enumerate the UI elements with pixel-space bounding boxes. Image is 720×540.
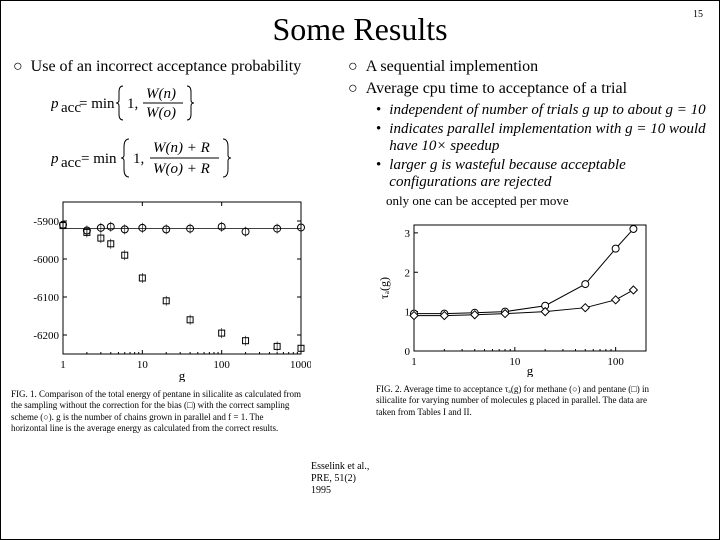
svg-text:-6100: -6100 bbox=[33, 292, 59, 304]
left-bullet-1: ○ Use of an incorrect acceptance probabi… bbox=[11, 58, 346, 76]
svg-text:acc: acc bbox=[61, 155, 81, 171]
svg-text:W(o) + R: W(o) + R bbox=[153, 161, 210, 177]
citation-line1: Esselink et al., bbox=[311, 461, 369, 473]
svg-text:1000: 1000 bbox=[290, 359, 311, 371]
formula-2: p acc = min 1, W(n) + R W(o) + R bbox=[51, 135, 346, 186]
chart-2: 0123110100gτₐ(g) bbox=[376, 217, 656, 377]
svg-text:-5900: -5900 bbox=[33, 216, 59, 228]
fig1-caption: FIG. 1. Comparison of the total energy o… bbox=[11, 389, 301, 434]
dot-marker: • bbox=[376, 121, 381, 138]
bullet-text: Use of an incorrect acceptance probabili… bbox=[31, 58, 302, 76]
svg-text:p: p bbox=[51, 151, 59, 167]
note-text: only one can be accepted per move bbox=[386, 193, 709, 209]
svg-text:1,: 1, bbox=[133, 151, 144, 167]
bullet-text: A sequential implemention bbox=[366, 58, 538, 76]
svg-text:-6000: -6000 bbox=[33, 254, 59, 266]
right-bullet-2: ○ Average cpu time to acceptance of a tr… bbox=[346, 80, 709, 98]
svg-text:W(o): W(o) bbox=[146, 105, 176, 121]
svg-text:3: 3 bbox=[405, 228, 411, 240]
bullet-text: independent of number of trials g up to … bbox=[389, 102, 705, 119]
slide-title: Some Results bbox=[1, 11, 719, 48]
svg-text:10: 10 bbox=[137, 359, 149, 371]
svg-text:100: 100 bbox=[213, 359, 230, 371]
content-columns: ○ Use of an incorrect acceptance probabi… bbox=[1, 58, 719, 434]
left-column: ○ Use of an incorrect acceptance probabi… bbox=[11, 58, 346, 434]
sub-bullet-3: • larger g is wasteful because acceptabl… bbox=[376, 157, 709, 191]
bullet-marker: ○ bbox=[348, 80, 358, 98]
citation: Esselink et al., PRE, 51(2) 1995 bbox=[311, 461, 369, 497]
bullet-marker: ○ bbox=[13, 58, 23, 76]
svg-text:2: 2 bbox=[405, 267, 411, 279]
sub-bullet-2: • indicates parallel implementation with… bbox=[376, 121, 709, 155]
bullet-marker: ○ bbox=[348, 58, 358, 76]
chart-1-container: -5900 -6000 -6100 -6200 1 10 100 1000 g FIG. 1. … bbox=[11, 192, 346, 434]
dot-marker: • bbox=[376, 102, 381, 119]
bullet-text: indicates parallel implementation with g… bbox=[389, 121, 709, 155]
svg-text:= min: = min bbox=[79, 96, 115, 112]
chart-2-container: 0123110100gτₐ(g) FIG. 2. Average time to… bbox=[376, 217, 709, 418]
svg-text:1: 1 bbox=[411, 356, 417, 368]
formula-1: p acc = min 1, W(n) W(o) bbox=[51, 82, 346, 129]
svg-text:-6200: -6200 bbox=[33, 330, 59, 342]
right-column: ○ A sequential implemention ○ Average cp… bbox=[346, 58, 709, 434]
citation-line2: PRE, 51(2) bbox=[311, 473, 369, 485]
svg-text:100: 100 bbox=[607, 356, 624, 368]
svg-text:10: 10 bbox=[509, 356, 521, 368]
svg-text:= min: = min bbox=[81, 151, 117, 167]
slide-container: 15 Some Results ○ Use of an incorrect ac… bbox=[0, 0, 720, 540]
page-number: 15 bbox=[693, 9, 703, 20]
dot-marker: • bbox=[376, 157, 381, 174]
formula-1-svg: p acc = min 1, W(n) W(o) bbox=[51, 82, 211, 124]
right-bullet-1: ○ A sequential implemention bbox=[346, 58, 709, 76]
svg-text:1,: 1, bbox=[127, 96, 138, 112]
svg-text:1: 1 bbox=[60, 359, 66, 371]
svg-text:τₐ(g): τₐ(g) bbox=[377, 277, 391, 299]
svg-text:g: g bbox=[179, 368, 186, 382]
citation-line3: 1995 bbox=[311, 485, 369, 497]
bullet-text: Average cpu time to acceptance of a tria… bbox=[366, 80, 627, 98]
svg-text:W(n): W(n) bbox=[146, 86, 176, 102]
svg-text:p: p bbox=[51, 96, 59, 112]
chart-1: -5900 -6000 -6100 -6200 1 10 100 1000 g bbox=[11, 192, 311, 382]
fig2-caption: FIG. 2. Average time to acceptance τₐ(g)… bbox=[376, 384, 656, 418]
sub-bullet-1: • independent of number of trials g up t… bbox=[376, 102, 709, 119]
bullet-text: larger g is wasteful because acceptable … bbox=[389, 157, 709, 191]
formula-2-svg: p acc = min 1, W(n) + R W(o) + R bbox=[51, 135, 251, 181]
svg-text:g: g bbox=[527, 363, 534, 377]
svg-text:0: 0 bbox=[405, 346, 411, 358]
svg-text:W(n) + R: W(n) + R bbox=[153, 140, 210, 156]
svg-text:1: 1 bbox=[405, 307, 411, 319]
